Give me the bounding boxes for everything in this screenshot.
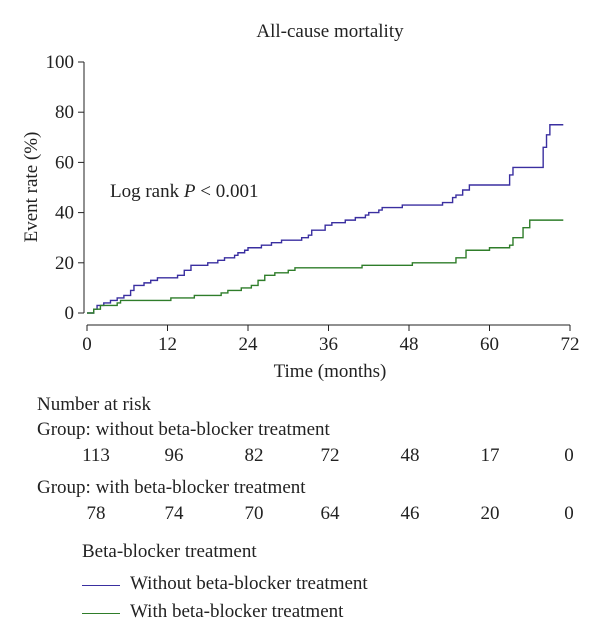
legend-label-with: With beta-blocker treatment — [130, 601, 344, 622]
risk-count: 72 — [320, 445, 340, 466]
risk-count: 96 — [164, 445, 184, 466]
risk-count: 64 — [320, 503, 340, 524]
x-tick-label: 12 — [158, 334, 177, 355]
risk-count: 82 — [244, 445, 264, 466]
series-line-0 — [87, 124, 564, 314]
y-tick-label: 20 — [55, 253, 74, 274]
risk-count: 74 — [164, 503, 184, 524]
risk-count: 17 — [480, 445, 500, 466]
y-tick-label: 80 — [55, 102, 74, 123]
series-layer — [87, 124, 564, 314]
risk-count: 70 — [244, 503, 264, 524]
legend-title: Beta-blocker treatment — [82, 541, 257, 562]
km-chart: All-cause mortality 0 20 40 60 80 100 0 12 24 36 4… — [21, 21, 580, 382]
annotation-italic: P — [183, 181, 196, 202]
chart-title: All-cause mortality — [256, 21, 404, 42]
annotation-suffix: < 0.001 — [195, 181, 258, 202]
y-axis-label: Event rate (%) — [21, 132, 42, 243]
y-tick-label: 100 — [46, 52, 75, 73]
log-rank-annotation: Log rank P < 0.001 — [110, 181, 258, 202]
legend-swatch-without — [82, 585, 120, 586]
x-tick-label: 36 — [319, 334, 338, 355]
y-tick-label: 40 — [55, 203, 74, 224]
x-tick-label: 24 — [239, 334, 259, 355]
x-tick-label: 60 — [480, 334, 499, 355]
risk-count: 46 — [400, 503, 420, 524]
annotation-prefix: Log rank — [110, 181, 184, 202]
series-line-1 — [87, 219, 564, 314]
x-tick-label: 0 — [82, 334, 92, 355]
legend-label-without: Without beta-blocker treatment — [130, 573, 368, 594]
legend-swatch-with — [82, 613, 120, 614]
y-tick-label: 0 — [65, 303, 75, 324]
x-axis-label: Time (months) — [274, 361, 387, 382]
risk-group-label-with: Group: with beta-blocker treatment — [37, 477, 306, 498]
risk-table-heading: Number at risk — [37, 394, 151, 415]
x-tick-label: 72 — [561, 334, 580, 355]
risk-count: 78 — [86, 503, 106, 524]
risk-count: 0 — [564, 503, 574, 524]
risk-count: 48 — [400, 445, 420, 466]
axes: 0 20 40 60 80 100 0 12 24 36 48 60 72 — [46, 52, 580, 355]
risk-count: 20 — [480, 503, 500, 524]
y-tick-label: 60 — [55, 152, 74, 173]
risk-group-label-without: Group: without beta-blocker treatment — [37, 419, 330, 440]
risk-count: 0 — [564, 445, 574, 466]
risk-count: 113 — [82, 445, 110, 466]
x-tick-label: 48 — [400, 334, 419, 355]
